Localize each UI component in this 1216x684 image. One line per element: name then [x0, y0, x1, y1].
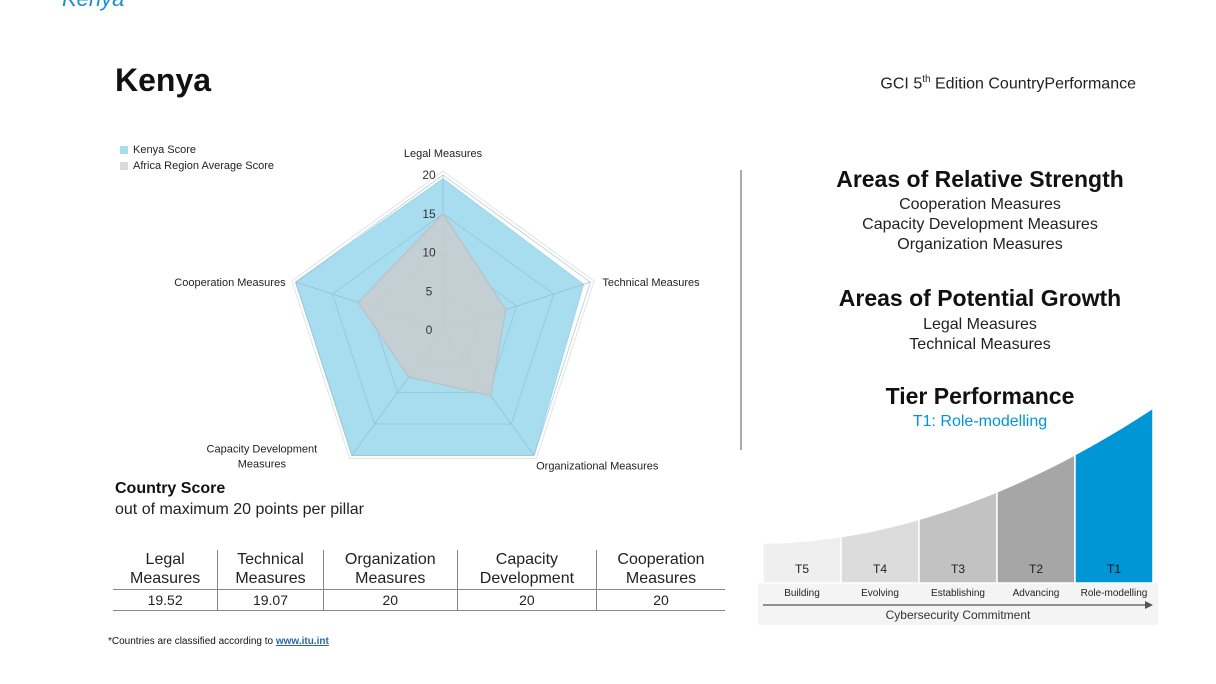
radar-axis-label: Legal Measures	[404, 148, 483, 160]
radar-axis-label: Cooperation Measures	[174, 277, 286, 289]
header-line: Measures	[235, 570, 306, 587]
legend-swatch-kenya	[120, 146, 128, 154]
growth-item: Legal Measures	[923, 316, 1037, 333]
tier-code-label: T4	[873, 562, 887, 576]
score-value-legal: 19.52	[113, 589, 218, 611]
radar-tick-label: 5	[426, 284, 433, 298]
radar-axis-label: Capacity Development Measures	[207, 443, 318, 470]
score-header-capacity: Capacity Development	[456, 550, 597, 590]
radar-grid-ring	[331, 213, 555, 425]
tier-bar	[762, 535, 842, 584]
country-title: Kenya	[115, 62, 212, 98]
strength-item: Capacity Development Measures	[862, 216, 1098, 233]
radar-tick-label: 0	[426, 323, 433, 337]
radar-axis-label: Organizational Measures	[536, 460, 659, 472]
radar-axis-label-line: Technical Measures	[602, 277, 700, 289]
edition-label: GCI 5th Edition CountryPerformance	[880, 74, 1136, 93]
header-line: Measures	[355, 570, 426, 587]
edition-sup: th	[922, 74, 931, 85]
tier-code-label: T3	[951, 562, 965, 576]
footnote-text: *Countries are classified according to	[108, 636, 276, 647]
vertical-divider	[740, 170, 742, 450]
tier-bar	[918, 490, 998, 584]
header-line: Measures	[130, 570, 201, 587]
tier-bar	[996, 453, 1076, 584]
legend-label-kenya: Kenya Score	[133, 144, 196, 156]
score-value-cooperation: 20	[595, 589, 725, 611]
score-header-legal: Legal Measures	[113, 550, 218, 590]
radar-axis-label-line: Cooperation Measures	[174, 277, 286, 289]
tier-category-label: Building	[784, 588, 820, 599]
score-title: Country Score	[115, 480, 226, 497]
radar-axis-label-line: Organizational Measures	[536, 460, 659, 472]
score-value-capacity: 20	[456, 589, 597, 611]
header-line: Cooperation	[617, 551, 705, 568]
radar-grid-ring	[295, 174, 591, 456]
page-header-fragment: Kenya	[62, 0, 124, 12]
series-africa-average	[357, 212, 507, 397]
tier-value: T1: Role-modelling	[912, 413, 1048, 430]
strength-item: Organization Measures	[897, 236, 1063, 253]
tier-axis-label: Cybersecurity Commitment	[886, 608, 1031, 622]
radar-tick-label: 10	[422, 246, 436, 260]
header-line: Organization	[344, 551, 436, 568]
radar-tick-label: 20	[422, 168, 436, 182]
tier-chart: T5 Building T4 Evolving T3 Establishing T2 Adva…	[758, 406, 1158, 625]
score-header-organization: Organization Measures	[322, 550, 458, 590]
tier-code-label: T2	[1029, 562, 1043, 576]
score-table: Legal Measures Technical Measures Organiza…	[113, 550, 725, 611]
legend-swatch-africa	[120, 162, 128, 170]
tier-bar	[840, 518, 920, 584]
radar-tick-label: 15	[422, 207, 436, 221]
tier-bar	[1074, 406, 1154, 584]
tier-code-label: T5	[795, 562, 809, 576]
tier-title: Tier Performance	[885, 383, 1075, 409]
radar-chart: 0 5 10 15 20 Legal Measures Technical Measures…	[174, 148, 700, 472]
growth-title: Areas of Potential Growth	[838, 285, 1122, 311]
legend-item-africa: Africa Region Average Score	[120, 160, 274, 172]
edition-suffix: Edition CountryPerformance	[930, 75, 1136, 93]
header-line: Capacity	[495, 551, 559, 568]
tier-category-label: Advancing	[1013, 588, 1060, 599]
header-line: Development	[479, 570, 575, 587]
legend-label-africa: Africa Region Average Score	[133, 160, 275, 172]
strength-item: Cooperation Measures	[899, 196, 1061, 213]
tier-category-label: Evolving	[861, 588, 899, 599]
radar-axis-label-line: Capacity Development	[207, 443, 318, 455]
tier-code-label: T1	[1107, 562, 1121, 576]
header-line: Legal	[145, 551, 185, 568]
radar-outer-frame	[291, 170, 595, 459]
header-line: Measures	[625, 570, 697, 587]
tier-category-label: Establishing	[931, 588, 985, 599]
itu-link[interactable]: www.itu.int	[275, 636, 329, 647]
score-header-cooperation: Cooperation Measures	[595, 550, 725, 590]
score-value-technical: 19.07	[217, 589, 324, 611]
edition-prefix: GCI 5	[880, 75, 923, 93]
score-header-row: Legal Measures Technical Measures Organiza…	[113, 550, 725, 590]
tier-axis-arrowhead	[1145, 601, 1153, 609]
growth-item: Technical Measures	[909, 336, 1051, 353]
score-subtitle: out of maximum 20 points per pillar	[115, 501, 364, 518]
tier-category-label: Role-modelling	[1081, 588, 1148, 599]
tier-baseline-band	[758, 583, 1158, 625]
radar-axis-label-line: Legal Measures	[404, 148, 483, 160]
score-value-organization: 20	[322, 589, 458, 611]
radar-axis-label: Technical Measures	[602, 277, 700, 289]
legend-item-kenya: Kenya Score	[120, 144, 196, 156]
header-line: Technical	[237, 551, 304, 568]
strengths-title: Areas of Relative Strength	[836, 166, 1124, 192]
footnote: *Countries are classified according to w…	[108, 636, 329, 647]
radar-axis-label-line: Measures	[238, 458, 287, 470]
score-header-technical: Technical Measures	[217, 550, 324, 590]
score-value-row: 19.52 19.07 20 20 20	[113, 589, 725, 611]
